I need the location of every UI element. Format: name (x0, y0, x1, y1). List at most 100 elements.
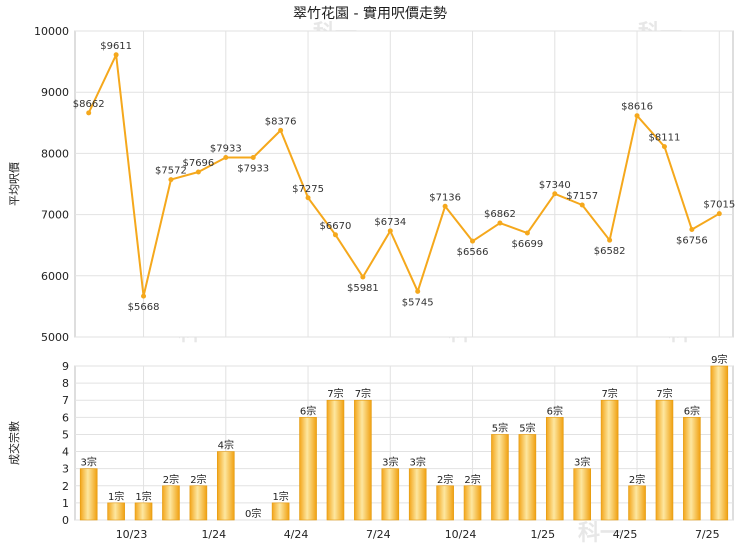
price-point (470, 238, 476, 244)
price-value-label: $8662 (73, 99, 105, 110)
volume-bar-label: 7宗 (327, 387, 343, 400)
price-value-label: $7015 (703, 200, 735, 211)
price-point (305, 195, 311, 201)
volume-bar-label: 2宗 (464, 473, 480, 486)
x-tick-label: 1/25 (530, 528, 555, 541)
price-value-label: $7933 (237, 164, 269, 175)
volume-bar (162, 485, 180, 521)
price-value-label: $7275 (292, 184, 324, 195)
volume-bar (107, 502, 125, 521)
price-point (278, 127, 284, 133)
bar-y-tick-label: 6 (62, 411, 69, 424)
price-point (223, 155, 229, 161)
volume-bar-label: 0宗 (245, 507, 261, 520)
price-value-label: $6566 (457, 247, 489, 258)
volume-bar-label: 4宗 (218, 439, 234, 452)
price-point (168, 177, 174, 183)
bar-y-tick-label: 2 (62, 480, 69, 493)
volume-bar (134, 502, 153, 521)
volume-bar-label: 2宗 (163, 473, 179, 486)
volume-bar (573, 468, 592, 521)
bar-y-tick-label: 4 (62, 446, 69, 459)
price-point (141, 293, 147, 299)
bar-y-tick-label: 0 (62, 514, 69, 527)
bar-y-tick-label: 5 (62, 428, 69, 441)
price-point (716, 211, 722, 217)
price-value-label: $7136 (429, 192, 461, 203)
volume-bar-label: 7宗 (355, 387, 371, 400)
price-value-label: $8376 (265, 116, 297, 127)
price-point (332, 232, 338, 238)
bar-y-tick-label: 8 (62, 377, 69, 390)
x-tick-label: 10/24 (445, 528, 477, 541)
price-point (689, 227, 695, 233)
volume-bar-label: 3宗 (410, 456, 426, 469)
volume-bar-label: 1宗 (135, 490, 151, 503)
line-y-tick-label: 9000 (41, 86, 69, 99)
x-tick-label: 7/24 (366, 528, 391, 541)
volume-bar (463, 485, 482, 521)
volume-bar (600, 399, 619, 521)
bar-y-axis-label: 成交宗數 (7, 421, 21, 465)
price-point (387, 228, 393, 234)
price-value-label: $5745 (402, 297, 434, 308)
bar-y-tick-label: 7 (62, 394, 69, 407)
volume-bar-label: 3宗 (382, 456, 398, 469)
volume-bar (628, 485, 646, 521)
volume-bar (299, 417, 317, 521)
volume-bar (518, 434, 537, 521)
price-value-label: $6582 (594, 246, 626, 257)
volume-bar (79, 468, 98, 521)
line-y-tick-label: 10000 (34, 25, 69, 38)
price-point (415, 288, 421, 294)
price-value-label: $7933 (210, 144, 242, 155)
bar-chart-panel: 0 1 2 3 4 5 6 7 8 9 10/23 1/24 4/24 7/24 10/24 1/25 4/25… (7, 353, 734, 541)
volume-bar (271, 502, 290, 521)
volume-bar (710, 365, 729, 521)
volume-bar-label: 9宗 (711, 353, 727, 366)
price-point (607, 237, 613, 243)
price-trend-line (87, 53, 720, 298)
volume-bar (354, 399, 372, 521)
price-value-label: $6862 (484, 209, 516, 220)
volume-bar-label: 2宗 (190, 473, 206, 486)
volume-bar-label: 3宗 (81, 456, 97, 469)
line-y-tick-label: 7000 (41, 209, 69, 222)
x-tick-label: 4/24 (284, 528, 309, 541)
volume-bar-label: 2宗 (437, 473, 453, 486)
price-value-label: $6734 (374, 217, 406, 228)
price-point (579, 202, 585, 208)
bar-y-tick-label: 9 (62, 360, 69, 373)
chart-title: 翠竹花園 - 實用呎價走勢 (293, 5, 447, 22)
price-value-label: $8111 (649, 133, 681, 144)
price-point (442, 203, 448, 209)
volume-bar (408, 468, 427, 521)
line-y-tick-label: 5000 (41, 331, 69, 344)
x-tick-label: 1/24 (201, 528, 226, 541)
price-point (113, 52, 119, 58)
price-point (552, 191, 558, 197)
line-y-tick-label: 8000 (41, 147, 69, 160)
line-y-axis-label: 平均呎價 (7, 162, 21, 206)
price-value-label: $8616 (621, 102, 653, 113)
price-point (360, 274, 366, 280)
price-point (86, 110, 92, 116)
price-value-label: $7340 (539, 180, 571, 191)
price-point (195, 169, 201, 175)
volume-bar (189, 485, 208, 521)
price-point (661, 144, 667, 150)
price-value-label: $7157 (566, 191, 598, 202)
watermark-text: 科一 (578, 521, 622, 546)
line-y-tick-label: 6000 (41, 270, 69, 283)
price-point (524, 230, 530, 236)
volume-bar (381, 468, 400, 521)
price-point (497, 220, 503, 226)
price-value-label: $5981 (347, 283, 379, 294)
x-tick-label: 10/23 (116, 528, 148, 541)
volume-bar-label: 1宗 (108, 490, 124, 503)
volume-bar-label: 3宗 (574, 456, 590, 469)
price-point (634, 113, 640, 119)
volume-bar (436, 485, 454, 521)
volume-bar (655, 399, 674, 521)
x-tick-label: 4/25 (613, 528, 638, 541)
